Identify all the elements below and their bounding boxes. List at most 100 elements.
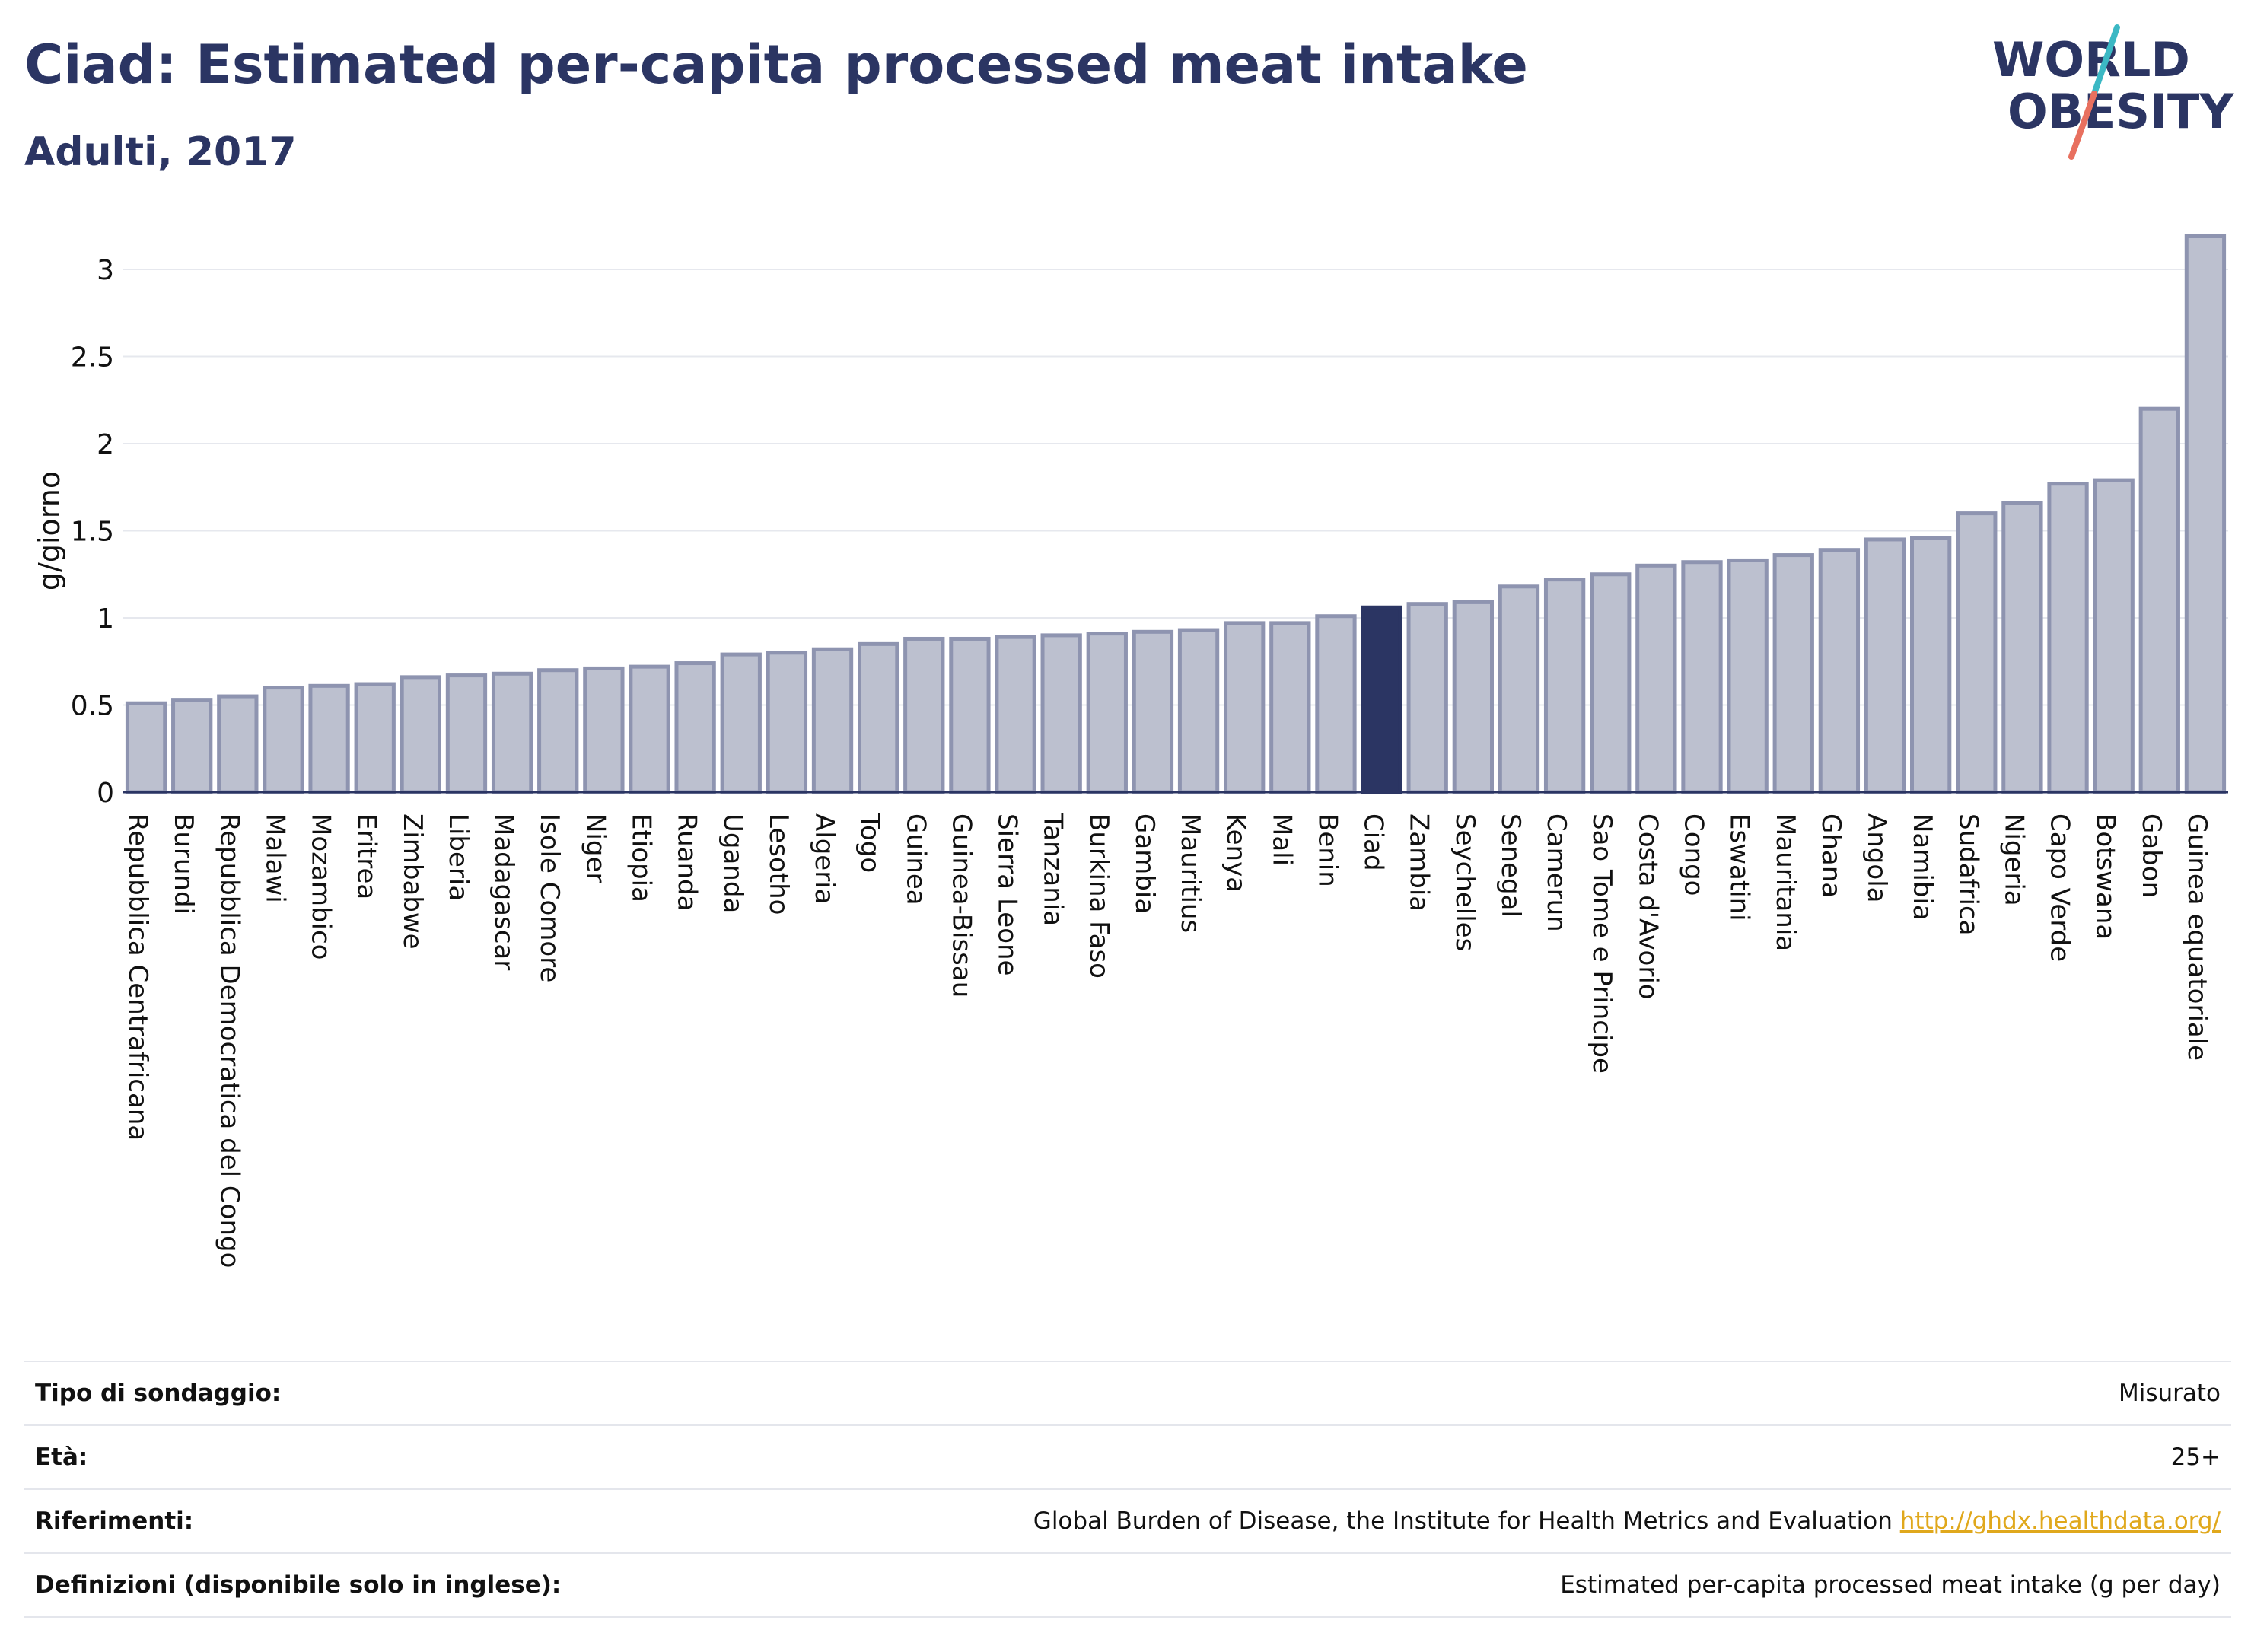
reference-link[interactable]: http://ghdx.healthdata.org/ [1899, 1507, 2221, 1535]
y-tick-label: 0.5 [71, 691, 114, 722]
bar-zimbabwe[interactable] [400, 675, 442, 794]
bar-liberia[interactable] [445, 673, 488, 794]
x-tick-label: Tanzania [1038, 813, 1068, 926]
metadata-row: Riferimenti: Global Burden of Disease, th… [24, 1488, 2231, 1552]
bar-benin[interactable] [1315, 614, 1357, 794]
bar-congo[interactable] [1681, 560, 1723, 794]
bar-mali[interactable] [1269, 621, 1311, 794]
x-tick-label: Uganda [718, 813, 748, 913]
x-tick-label: Lesotho [763, 813, 794, 915]
bar-ciad[interactable] [1361, 605, 1402, 794]
x-tick-label: Isole Comore [534, 813, 565, 982]
bar-botswana[interactable] [2093, 478, 2135, 794]
x-tick-label: Kenya [1221, 813, 1251, 893]
x-tick-label: Togo [855, 813, 885, 873]
bar-kenya[interactable] [1224, 621, 1266, 794]
x-axis-labels: Repubblica Centrafricana Burundi Repubblic… [123, 813, 2212, 1268]
bar-tanzania[interactable] [1040, 633, 1082, 794]
bar-guinea-equatoriale[interactable] [2184, 234, 2227, 794]
x-tick-label: Seychelles [1450, 813, 1480, 951]
bar-burundi[interactable] [171, 698, 213, 794]
bar-mozambico[interactable] [308, 683, 350, 794]
bar-guinea-bissau[interactable] [949, 636, 991, 794]
bar-madagascar[interactable] [491, 671, 533, 794]
metadata-label: Età: [35, 1444, 88, 1471]
logo-line2: OBESITY [2007, 84, 2234, 139]
bar-isole-comore[interactable] [537, 668, 579, 794]
x-tick-label: Eswatini [1724, 813, 1755, 921]
bar-mauritius[interactable] [1177, 628, 1220, 794]
bar-niger[interactable] [583, 666, 625, 794]
x-tick-label: Niger [580, 813, 610, 883]
x-tick-label: Nigeria [1998, 813, 2029, 906]
y-tick-label: 3 [97, 255, 114, 286]
metadata-value: Misurato [2118, 1380, 2221, 1407]
x-tick-label: Burundi [168, 813, 199, 915]
metadata-table: Tipo di sondaggio: Misurato Età: 25+ Riferim… [24, 1361, 2231, 1618]
bar-lesotho[interactable] [766, 651, 808, 794]
bar-namibia[interactable] [1909, 536, 1952, 794]
bar-ghana[interactable] [1818, 548, 1861, 794]
bar-eswatini[interactable] [1727, 558, 1769, 794]
x-tick-label: Sao Tome e Principe [1587, 813, 1617, 1074]
bar-costa-d-avorio[interactable] [1635, 563, 1677, 794]
bar-gabon[interactable] [2138, 406, 2180, 794]
y-tick-label: 2 [97, 429, 114, 460]
bar-sierra-leone[interactable] [995, 635, 1036, 794]
x-tick-label: Madagascar [489, 813, 519, 970]
bar-zambia[interactable] [1406, 602, 1448, 794]
bar-etiopia[interactable] [629, 664, 670, 794]
bar-malawi[interactable] [263, 686, 304, 794]
bar-togo[interactable] [857, 641, 899, 794]
bar-repubblica-democratica-del-congo[interactable] [217, 694, 259, 794]
x-tick-label: Gambia [1129, 813, 1160, 914]
bar-mauritania[interactable] [1772, 553, 1814, 794]
bar-ruanda[interactable] [674, 661, 716, 794]
bar-sao-tome-e-principe[interactable] [1590, 572, 1632, 794]
x-tick-label: Burkina Faso [1084, 813, 1114, 979]
x-tick-label: Benin [1312, 813, 1342, 887]
x-tick-label: Mali [1266, 813, 1297, 866]
x-tick-label: Angola [1861, 813, 1892, 902]
x-tick-label: Malawi [259, 813, 290, 903]
metadata-label: Riferimenti: [35, 1507, 194, 1535]
bar-burkina-faso[interactable] [1086, 632, 1128, 794]
bar-nigeria[interactable] [2001, 501, 2043, 794]
metadata-label: Tipo di sondaggio: [35, 1380, 282, 1407]
bar-sudafrica[interactable] [1956, 511, 1998, 794]
bar-gambia[interactable] [1132, 629, 1174, 794]
x-tick-label: Mozambico [306, 813, 336, 960]
x-tick-label: Ruanda [672, 813, 702, 911]
x-tick-label: Mauritania [1770, 813, 1800, 951]
x-tick-label: Camerun [1541, 813, 1571, 932]
bar-repubblica-centrafricana[interactable] [125, 701, 167, 794]
bar-angola[interactable] [1864, 537, 1906, 794]
x-tick-label: Eritrea [352, 813, 382, 899]
x-tick-label: Liberia [443, 813, 473, 901]
x-tick-label: Sudafrica [1953, 813, 1983, 935]
bar-capo-verde[interactable] [2047, 482, 2089, 794]
metadata-row: Età: 25+ [24, 1424, 2231, 1488]
metadata-label: Definizioni (disponibile solo in inglese… [35, 1571, 562, 1599]
y-tick-label: 1.5 [71, 517, 114, 548]
metadata-value: 25+ [2170, 1444, 2221, 1471]
bar-eritrea[interactable] [354, 682, 396, 794]
logo-slash-teal [2091, 24, 2120, 97]
x-tick-label: Capo Verde [2045, 813, 2075, 962]
bar-algeria[interactable] [811, 647, 854, 794]
x-tick-label: Repubblica Democratica del Congo [214, 813, 244, 1268]
x-tick-label: Guinea-Bissau [946, 813, 976, 998]
metadata-row: Definizioni (disponibile solo in inglese… [24, 1552, 2231, 1618]
chart-title: Ciad: Estimated per-capita processed mea… [24, 33, 1528, 96]
bar-camerun[interactable] [1543, 578, 1586, 794]
bar-seychelles[interactable] [1452, 600, 1495, 794]
metadata-value: Estimated per-capita processed meat inta… [1560, 1571, 2221, 1599]
bars [125, 234, 2227, 794]
bar-senegal[interactable] [1498, 584, 1540, 794]
metadata-value: Global Burden of Disease, the Institute … [1033, 1507, 2221, 1535]
x-tick-label: Ciad [1358, 813, 1389, 871]
bar-uganda[interactable] [720, 652, 762, 794]
x-tick-label: Zambia [1404, 813, 1434, 912]
metadata-row: Tipo di sondaggio: Misurato [24, 1361, 2231, 1424]
bar-guinea[interactable] [903, 636, 945, 794]
